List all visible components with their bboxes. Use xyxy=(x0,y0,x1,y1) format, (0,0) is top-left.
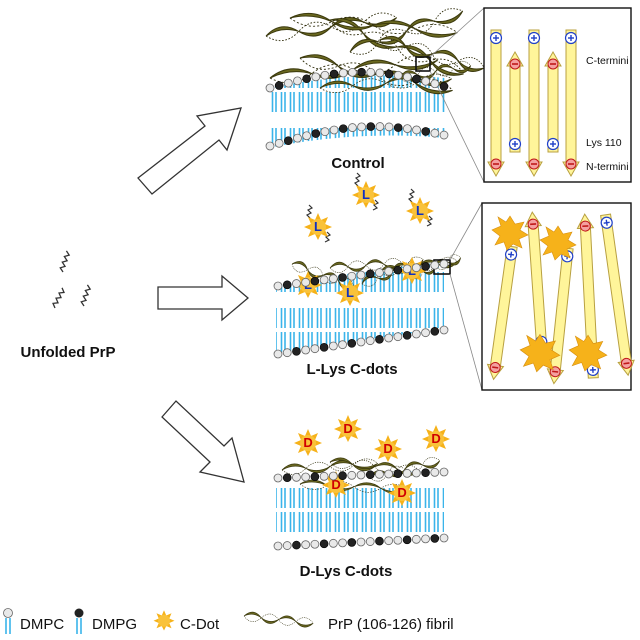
beta-strand xyxy=(544,50,562,153)
legend-cdot: C-Dot xyxy=(180,616,220,633)
d-cdot: D xyxy=(334,415,362,442)
legend-dmpg-icon xyxy=(74,608,84,634)
beta-strand xyxy=(562,29,580,178)
d-letter: D xyxy=(331,477,340,492)
l-letter: L xyxy=(346,285,354,300)
d-letter: D xyxy=(431,431,440,446)
control-label: Control xyxy=(331,155,384,172)
l-letter: L xyxy=(314,219,322,234)
l-letter: L xyxy=(362,187,370,202)
beta-strand xyxy=(524,211,548,351)
arrow-to-llys xyxy=(157,274,250,322)
unfolded-label: Unfolded PrP xyxy=(20,344,115,361)
unfolded-peptides xyxy=(50,250,92,309)
legend-dmpc: DMPC xyxy=(20,616,64,633)
lys110-label: Lys 110 xyxy=(586,137,622,149)
cdot xyxy=(568,334,608,372)
l-letter: L xyxy=(408,263,416,278)
legend-dmpc-icon xyxy=(3,608,13,634)
legend-cdot-icon xyxy=(153,610,175,631)
l-cdot: L xyxy=(304,204,332,243)
legend-fibril: PrP (106-126) fibril xyxy=(328,616,454,633)
l-cdot: L xyxy=(352,172,380,211)
beta-strand xyxy=(486,245,518,381)
c-termini-label: C-termini xyxy=(586,55,629,67)
beta-strand xyxy=(599,213,635,377)
control-inset: C-termini Lys 110 N-termini xyxy=(483,7,632,183)
dlys-label: D-Lys C-dots xyxy=(300,563,393,580)
control-zoom-box xyxy=(415,56,431,72)
d-cdot: D xyxy=(322,471,350,498)
n-termini-label: N-termini xyxy=(586,161,629,173)
d-cdot: D xyxy=(374,435,402,462)
legend-dmpg: DMPG xyxy=(92,616,137,633)
beta-strand xyxy=(525,29,543,178)
llys-inset xyxy=(481,202,635,391)
d-letter: D xyxy=(397,485,406,500)
arrow-to-control xyxy=(137,107,242,195)
cdot xyxy=(539,225,577,261)
cdot xyxy=(491,215,529,251)
arrow-to-dlys xyxy=(161,400,245,483)
dlys-membrane xyxy=(276,471,444,546)
d-cdot: D xyxy=(294,429,322,456)
legend: DMPC DMPG C-Dot PrP (106-126) fibril xyxy=(3,608,454,634)
l-cdot: L xyxy=(398,257,426,284)
d-cdot: D xyxy=(388,479,416,506)
dlys-cdots: D D D D D D xyxy=(294,415,450,506)
beta-strand xyxy=(546,247,575,385)
llys-label: L-Lys C-dots xyxy=(306,361,397,378)
d-letter: D xyxy=(303,435,312,450)
cdot xyxy=(519,333,561,373)
d-letter: D xyxy=(343,421,352,436)
l-cdot: L xyxy=(406,188,434,227)
d-cdot: D xyxy=(422,425,450,452)
beta-strand xyxy=(506,50,524,153)
d-letter: D xyxy=(383,441,392,456)
l-cdot: L xyxy=(336,279,364,306)
beta-strand xyxy=(487,29,505,178)
l-letter: L xyxy=(416,203,424,218)
legend-fibril-icon xyxy=(243,610,315,629)
